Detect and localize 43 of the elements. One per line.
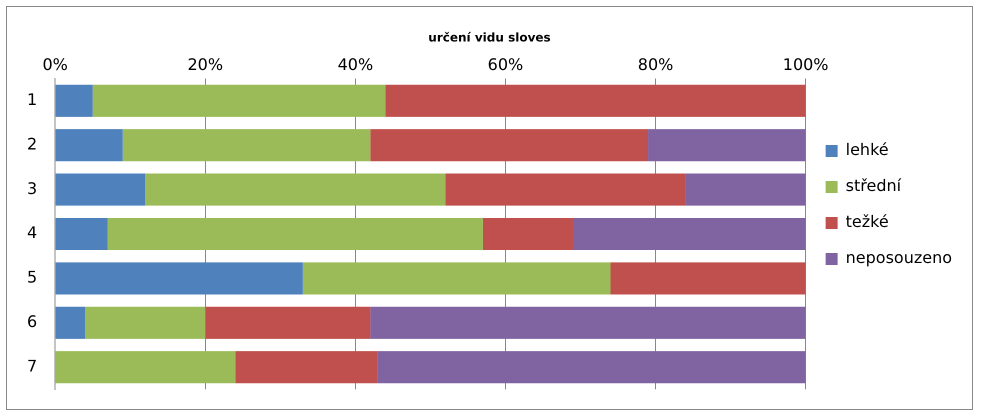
bar <box>56 306 86 339</box>
legend-label: lehké <box>846 140 889 160</box>
bar <box>122 129 370 162</box>
bar <box>370 129 648 162</box>
y-tick-label: 3 <box>26 178 38 198</box>
bar <box>610 262 806 294</box>
x-tick-label: 80% <box>638 55 674 74</box>
bar <box>56 174 146 206</box>
x-tick-label: 40% <box>338 55 374 74</box>
x-tick-label: 60% <box>488 55 524 74</box>
y-tick-label: 4 <box>26 223 38 242</box>
legend-label: težké <box>846 212 889 232</box>
bar <box>145 174 446 206</box>
x-tick-label: 100% <box>782 55 829 74</box>
bar <box>572 218 806 250</box>
legend-label: střední <box>846 176 902 196</box>
bar <box>56 351 236 384</box>
y-tick-label: 7 <box>26 356 38 376</box>
chart-title: určení vidu sloves <box>428 30 551 44</box>
y-tick-label: 6 <box>26 312 38 331</box>
bar <box>482 218 573 250</box>
bar <box>108 218 483 250</box>
bar <box>56 84 93 117</box>
bar <box>205 306 370 339</box>
bar <box>302 262 611 294</box>
bar <box>56 129 123 162</box>
bar <box>686 174 806 206</box>
bar <box>648 129 806 162</box>
bar <box>85 306 206 339</box>
bar <box>235 351 378 384</box>
bar <box>92 84 386 117</box>
y-tick-label: 2 <box>26 134 38 154</box>
x-tick-label: 20% <box>187 55 224 74</box>
bar <box>378 351 806 384</box>
bar <box>56 218 108 250</box>
y-tick-label: 1 <box>26 90 38 109</box>
x-tick-label: 0% <box>42 55 68 74</box>
bar <box>56 262 303 294</box>
y-tick-label: 5 <box>26 268 38 287</box>
bar <box>445 174 686 206</box>
bar <box>385 84 806 117</box>
bar <box>370 306 806 339</box>
legend-label: neposouzeno <box>846 248 952 268</box>
